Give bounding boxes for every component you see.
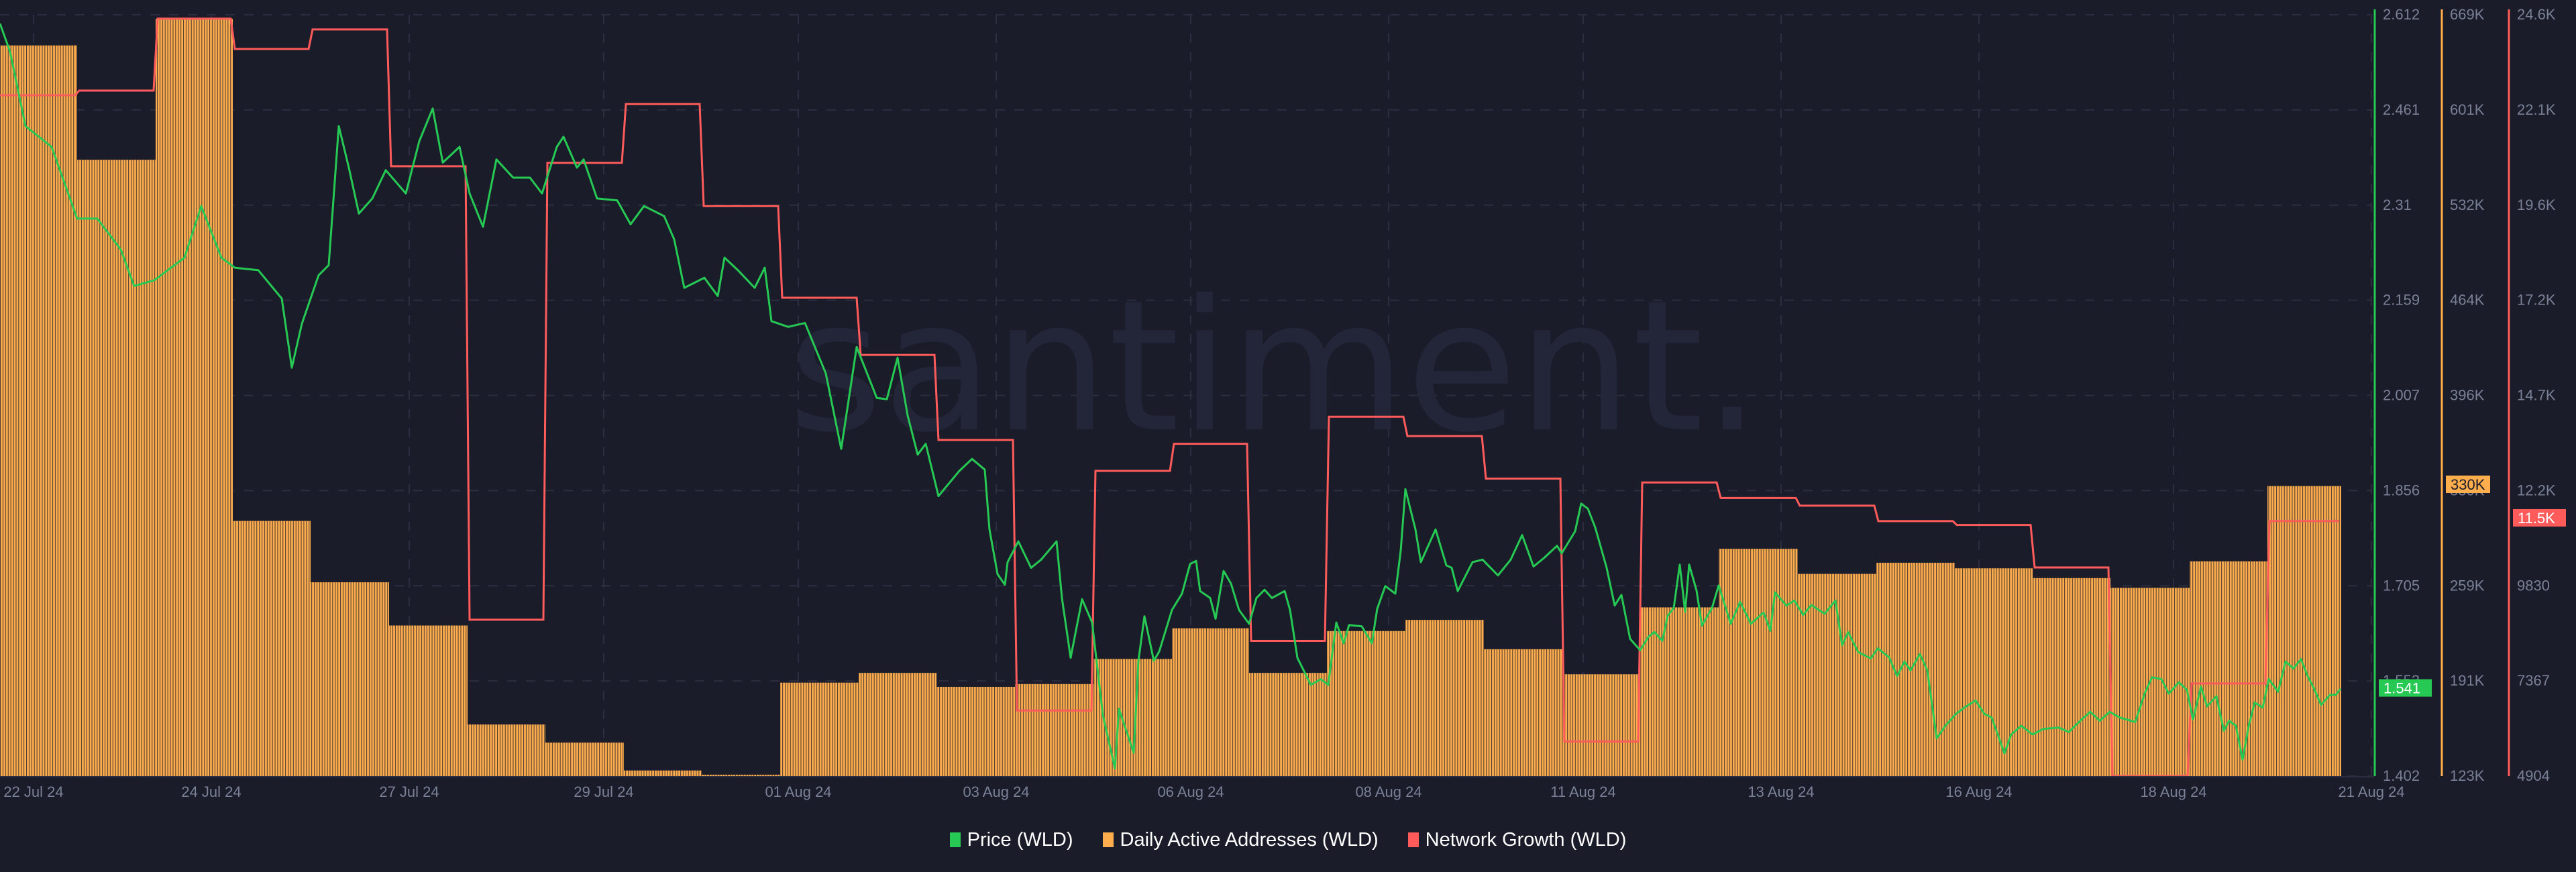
x-tick-label: 27 Jul 24 xyxy=(379,783,439,800)
x-tick-label: 18 Aug 24 xyxy=(2140,783,2206,800)
daa-bar-texture xyxy=(702,774,780,776)
daa-bar-texture xyxy=(1093,659,1172,776)
x-tick-label: 13 Aug 24 xyxy=(1748,783,1814,800)
daa-current-badge: 330K xyxy=(2446,476,2490,493)
price-tick-label: 2.159 xyxy=(2383,292,2420,309)
network-growth-tick-label: 17.2K xyxy=(2517,292,2556,309)
price-line xyxy=(0,23,2342,770)
daa-bar-texture xyxy=(389,625,468,776)
santiment-watermark: santiment. xyxy=(788,261,1761,472)
price-tick-label: 2.461 xyxy=(2383,101,2420,118)
daa-bar-texture xyxy=(1249,673,1327,776)
network-growth-tick-label: 7367 xyxy=(2517,672,2550,689)
legend: Price (WLD) Daily Active Addresses (WLD)… xyxy=(0,826,2576,853)
daa-swatch-icon xyxy=(1102,832,1114,847)
daa-bar-texture xyxy=(1719,549,1798,776)
daa-tick-label: 123K xyxy=(2450,767,2485,784)
network-growth-tick-label: 22.1K xyxy=(2517,101,2556,118)
legend-item-price[interactable]: Price (WLD) xyxy=(949,828,1073,851)
x-tick-label: 22 Jul 24 xyxy=(3,783,63,800)
daa-tick-label: 259K xyxy=(2450,577,2485,594)
x-tick-label: 11 Aug 24 xyxy=(1550,783,1615,800)
x-tick-label: 03 Aug 24 xyxy=(963,783,1029,800)
x-tick-label: 08 Aug 24 xyxy=(1355,783,1421,800)
y-axes: 2.6122.4612.312.1592.0071.8561.7051.5531… xyxy=(2373,6,2566,784)
daa-bar-texture xyxy=(0,45,77,777)
daa-bar-texture xyxy=(1640,607,1719,776)
network-growth-tick-label: 24.6K xyxy=(2517,6,2556,23)
network-growth-current-badge: 11.5K xyxy=(2513,509,2566,527)
svg-text:330K: 330K xyxy=(2451,476,2485,493)
network-growth-tick-label: 19.6K xyxy=(2517,197,2556,213)
x-axis: 22 Jul 24 24 Jul 24 27 Jul 24 29 Jul 24 01 A… xyxy=(0,776,2405,800)
svg-text:1.541: 1.541 xyxy=(2383,680,2420,697)
chart-canvas[interactable]: santiment. 2.612 2.461 2.31 2.159 2.007 1.856… xyxy=(0,0,2576,825)
x-tick-label: 01 Aug 24 xyxy=(765,783,831,800)
price-current-badge: 1.541 xyxy=(2379,679,2432,697)
legend-label: Price (WLD) xyxy=(967,828,1073,851)
gridlines xyxy=(0,14,2372,777)
svg-text:11.5K: 11.5K xyxy=(2518,510,2555,527)
daa-tick-label: 396K xyxy=(2450,387,2485,404)
daa-bar-texture xyxy=(1562,674,1640,776)
price-tick-label: 2.007 xyxy=(2383,387,2420,404)
network-growth-tick-label: 12.2K xyxy=(2517,482,2556,498)
network-growth-tick-label: 9830 xyxy=(2517,577,2550,594)
price-tick-label: 1.856 xyxy=(2383,482,2420,498)
daa-bar-texture xyxy=(2033,578,2110,776)
daa-bar-texture xyxy=(1876,562,1955,776)
x-tick-label: 21 Aug 24 xyxy=(2338,783,2404,800)
daa-tick-label: 669K xyxy=(2450,6,2485,23)
x-tick-label: 16 Aug 24 xyxy=(1945,783,2012,800)
daa-bar-texture xyxy=(1327,631,1405,776)
daa-bar-stripes xyxy=(0,19,2341,777)
daa-bar-texture xyxy=(1955,568,2033,776)
legend-label: Daily Active Addresses (WLD) xyxy=(1120,828,1379,851)
network-growth-line xyxy=(0,17,2339,777)
daa-bar-texture xyxy=(859,673,936,776)
daa-bar-texture xyxy=(2190,561,2267,776)
daa-tick-label: 532K xyxy=(2450,197,2485,213)
daa-tick-label: 601K xyxy=(2450,101,2485,118)
daa-bar-texture xyxy=(1015,684,1093,776)
legend-label: Network Growth (WLD) xyxy=(1425,828,1627,851)
daa-bar-texture xyxy=(780,682,859,776)
daa-bar-texture xyxy=(1798,574,1876,776)
daa-bar-texture xyxy=(936,686,1015,776)
network-growth-tick-label: 4904 xyxy=(2517,767,2550,784)
network-growth-swatch-icon xyxy=(1407,832,1419,847)
price-tick-label: 1.402 xyxy=(2383,767,2420,784)
price-tick-label: 2.31 xyxy=(2383,197,2412,213)
daa-bar-texture xyxy=(2267,486,2341,776)
daa-bar-texture xyxy=(468,724,545,776)
daa-bar-texture xyxy=(545,743,624,776)
daa-bar-texture xyxy=(77,160,156,776)
daa-bar-texture xyxy=(1172,628,1249,776)
price-swatch-icon xyxy=(949,832,961,847)
daa-tick-label: 191K xyxy=(2450,672,2485,689)
daa-bar-texture xyxy=(311,582,389,776)
x-tick-label: 24 Jul 24 xyxy=(181,783,241,800)
x-tick-label: 29 Jul 24 xyxy=(574,783,633,800)
daa-bar-texture xyxy=(233,521,311,776)
network-growth-tick-label: 14.7K xyxy=(2517,387,2556,404)
daa-bar-texture xyxy=(1484,649,1562,776)
legend-item-daily-active-addresses[interactable]: Daily Active Addresses (WLD) xyxy=(1102,828,1379,851)
daa-bar-texture xyxy=(156,19,233,777)
price-tick-label: 2.612 xyxy=(2383,6,2420,23)
daa-bar-texture xyxy=(1405,620,1484,776)
daa-tick-label: 464K xyxy=(2450,292,2485,309)
price-tick-label: 1.705 xyxy=(2383,577,2420,594)
legend-item-network-growth[interactable]: Network Growth (WLD) xyxy=(1407,828,1627,851)
x-tick-label: 06 Aug 24 xyxy=(1157,783,1224,800)
daa-bar-texture xyxy=(624,770,702,776)
